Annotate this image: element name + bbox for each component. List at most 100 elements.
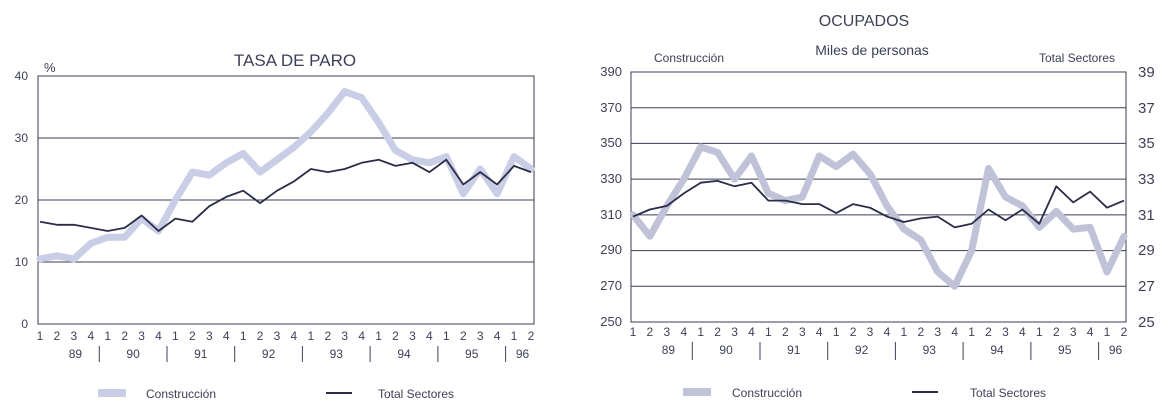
x-tick-label: 4 — [1087, 325, 1094, 339]
series-group — [36, 88, 535, 263]
x-year-label: 90 — [719, 343, 733, 357]
x-tick-label: 2 — [917, 325, 924, 339]
y-tick-label-right: 37 — [1138, 100, 1155, 117]
x-tick-label: 1 — [968, 325, 975, 339]
x-tick-label: 1 — [37, 329, 44, 343]
x-tick-label: 1 — [1104, 325, 1111, 339]
series-line-total-sectores — [632, 180, 1125, 229]
x-tick-label: 3 — [1002, 325, 1009, 339]
y-tick-label-right: 27 — [1138, 278, 1155, 295]
plot-frame — [630, 71, 1127, 323]
x-tick-label: 3 — [934, 325, 941, 339]
x-year-label: 89 — [662, 343, 676, 357]
y-tick-label-right: 29 — [1138, 242, 1155, 259]
x-tick-label: 4 — [155, 329, 162, 343]
x-year-label: 94 — [397, 347, 411, 361]
x-tick-label: 3 — [731, 325, 738, 339]
x-tick-label: 1 — [240, 329, 247, 343]
y-tick-label-right: 33 — [1138, 171, 1155, 188]
x-year-label: 93 — [923, 343, 937, 357]
x-tick-label: 2 — [647, 325, 654, 339]
y-tick-label: 30 — [15, 131, 29, 145]
x-year-label: 94 — [990, 343, 1004, 357]
x-tick-label: 2 — [189, 329, 196, 343]
x-tick-label: 3 — [1070, 325, 1077, 339]
x-tick-label: 1 — [375, 329, 382, 343]
y-tick-label-left: 270 — [600, 278, 622, 293]
x-tick-label: 4 — [748, 325, 755, 339]
series-line-construccion — [629, 143, 1128, 290]
x-tick-label: 3 — [138, 329, 145, 343]
x-tick-label: 2 — [324, 329, 331, 343]
legend: Construcción Total Sectores — [683, 386, 1046, 400]
x-tick-label: 3 — [409, 329, 416, 343]
x-tick-label: 3 — [867, 325, 874, 339]
legend: Construcción Total Sectores — [98, 387, 454, 401]
y-tick-label-right: 31 — [1138, 207, 1155, 224]
legend-label-construccion: Construcción — [146, 387, 216, 401]
x-tick-label: 2 — [460, 329, 467, 343]
x-tick-label: 3 — [206, 329, 213, 343]
x-tick-label: 2 — [782, 325, 789, 339]
x-tick-label: 2 — [54, 329, 61, 343]
x-tick-label: 4 — [494, 329, 501, 343]
y-tick-label: 20 — [15, 193, 29, 207]
x-tick-label: 4 — [426, 329, 433, 343]
x-tick-label: 2 — [121, 329, 128, 343]
y-tick-label-right: 39 — [1138, 64, 1155, 81]
y-tick-label-left: 250 — [600, 314, 622, 329]
legend-label-total: Total Sectores — [970, 386, 1046, 400]
y-tick-label-right: 25 — [1138, 314, 1155, 331]
series-group — [629, 143, 1128, 290]
right-y-axis-ticks: 25 27 29 31 33 35 37 39 — [1138, 64, 1155, 331]
x-year-label: 91 — [194, 347, 208, 361]
chart-title: OCUPADOS — [819, 13, 909, 30]
x-tick-label: 2 — [528, 329, 535, 343]
y-tick-label-left: 370 — [600, 100, 622, 115]
x-tick-label: 3 — [664, 325, 671, 339]
x-year-label: 90 — [126, 347, 140, 361]
chart-subtitle: Miles de personas — [815, 42, 929, 58]
x-tick-label: 3 — [71, 329, 78, 343]
x-year-label: 92 — [855, 343, 869, 357]
x-tick-label: 1 — [443, 329, 450, 343]
x-tick-label: 1 — [765, 325, 772, 339]
x-tick-label: 2 — [850, 325, 857, 339]
x-tick-label: 1 — [104, 329, 111, 343]
gridlines — [38, 137, 534, 263]
left-y-axis-ticks: 250 270 290 310 330 350 370 390 — [600, 64, 622, 329]
x-tick-label: 1 — [308, 329, 315, 343]
x-year-label: 95 — [465, 347, 479, 361]
x-tick-label: 1 — [172, 329, 179, 343]
x-year-labels: 89 90 91 92 93 94 95 96 — [662, 342, 1123, 360]
x-year-label: 96 — [1109, 343, 1123, 357]
x-tick-label: 4 — [87, 329, 94, 343]
legend-label-total: Total Sectores — [378, 387, 454, 401]
x-tick-label: 4 — [1019, 325, 1026, 339]
left-axis-label: Construcción — [654, 51, 724, 65]
x-tick-label: 4 — [223, 329, 230, 343]
legend-swatch-construccion — [683, 388, 711, 396]
chart-title: TASA DE PARO — [234, 51, 356, 70]
x-tick-label: 2 — [1121, 325, 1128, 339]
y-tick-label: 0 — [21, 317, 28, 331]
x-tick-label: 4 — [951, 325, 958, 339]
x-tick-label: 1 — [630, 325, 637, 339]
x-tick-label: 4 — [680, 325, 687, 339]
chart-ocupados: OCUPADOS Miles de personas Construcción … — [600, 13, 1154, 400]
x-tick-label: 2 — [985, 325, 992, 339]
y-tick-label: 10 — [15, 255, 29, 269]
x-tick-label: 4 — [291, 329, 298, 343]
x-tick-label: 4 — [884, 325, 891, 339]
x-year-label: 89 — [69, 347, 83, 361]
x-tick-label: 1 — [511, 329, 518, 343]
series-line-total-sectores — [39, 158, 532, 232]
y-tick-label-left: 290 — [600, 242, 622, 257]
x-year-label: 92 — [262, 347, 276, 361]
x-tick-label: 3 — [341, 329, 348, 343]
x-tick-label: 3 — [274, 329, 281, 343]
